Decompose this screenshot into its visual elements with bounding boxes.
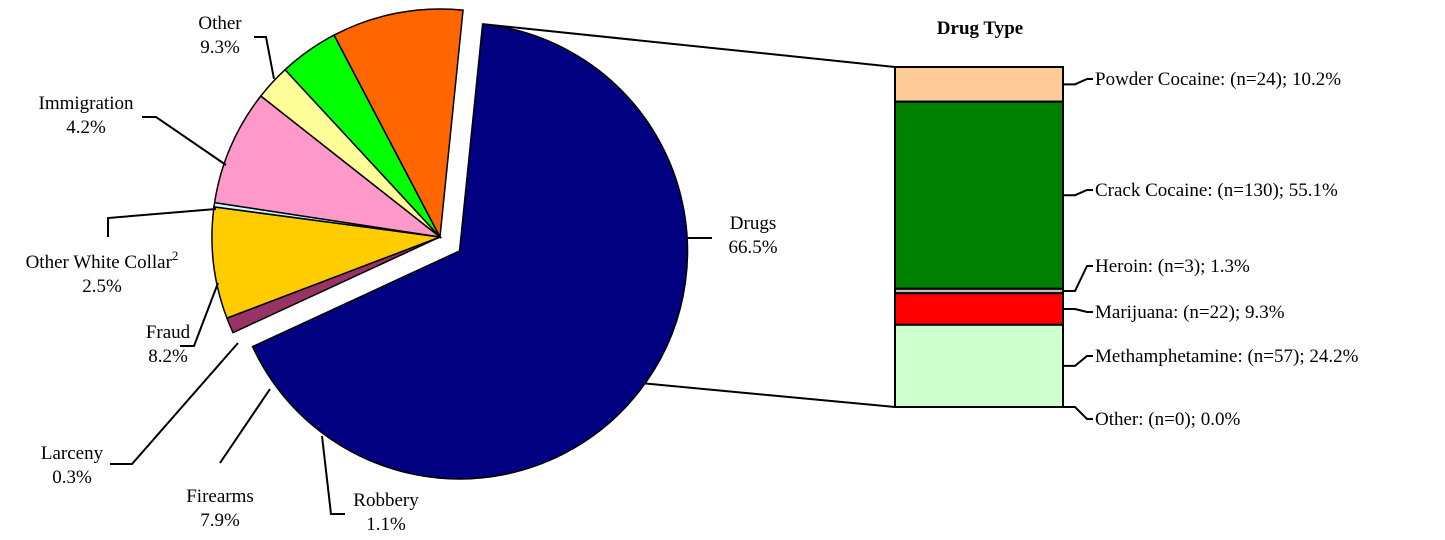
bar-title: Drug Type bbox=[937, 18, 1023, 39]
stacked-bar bbox=[894, 66, 1064, 408]
bar-segment-crack-cocaine bbox=[894, 100, 1064, 290]
bar-leader-crack-cocaine bbox=[1063, 189, 1093, 197]
label-other-white-collar: Other White Collar2 bbox=[26, 248, 179, 273]
label-drugs: Drugs bbox=[730, 213, 776, 234]
bar-label-heroin: Heroin: (n=3); 1.3% bbox=[1095, 256, 1250, 277]
leader-firearms bbox=[219, 388, 271, 464]
leader-larceny bbox=[110, 342, 239, 465]
connector-top bbox=[482, 23, 896, 68]
leader-other bbox=[254, 36, 275, 80]
pie-leader-lines bbox=[107, 36, 712, 515]
bar-segment-methamphetamine bbox=[894, 323, 1064, 408]
leader-other-white-collar bbox=[107, 208, 217, 237]
bar-label-other: Other: (n=0); 0.0% bbox=[1095, 409, 1240, 430]
bar-label-methamphetamine: Methamphetamine: (n=57); 24.2% bbox=[1095, 346, 1359, 367]
bar-leader-lines bbox=[1063, 78, 1093, 420]
label-other-white-collar-superscript: 2 bbox=[172, 248, 179, 263]
percent-other: 9.3% bbox=[200, 37, 240, 58]
pie-chart bbox=[211, 8, 689, 480]
bar-leader-other bbox=[1063, 406, 1093, 420]
percent-other-white-collar: 2.5% bbox=[82, 276, 122, 297]
bar-labels: Powder Cocaine: (n=24); 10.2% Crack Cocai… bbox=[1095, 69, 1359, 430]
bar-segment-powder-cocaine bbox=[894, 66, 1064, 103]
leader-immigration bbox=[142, 116, 227, 166]
percent-firearms: 7.9% bbox=[200, 510, 240, 531]
bar-segment-marijuana bbox=[894, 292, 1064, 326]
label-fraud: Fraud bbox=[146, 322, 191, 343]
bar-leader-powder-cocaine bbox=[1063, 78, 1093, 86]
pie-labels: Drugs 66.5% Robbery 1.1% Firearms 7.9% Larceny… bbox=[26, 13, 778, 535]
percent-drugs: 66.5% bbox=[728, 237, 777, 258]
bar-leader-marijuana bbox=[1063, 308, 1093, 313]
percent-fraud: 8.2% bbox=[148, 346, 188, 367]
pie-slice-fraud bbox=[213, 94, 443, 239]
pie-slice-drugs bbox=[251, 23, 689, 480]
percent-robbery: 1.1% bbox=[366, 514, 406, 535]
bar-label-powder-cocaine: Powder Cocaine: (n=24); 10.2% bbox=[1095, 69, 1341, 90]
label-firearms: Firearms bbox=[186, 486, 254, 507]
label-immigration: Immigration bbox=[39, 93, 134, 114]
leader-fraud bbox=[180, 282, 219, 347]
bar-leader-heroin bbox=[1063, 265, 1093, 293]
leader-robbery bbox=[321, 435, 345, 515]
pie-slice-other bbox=[333, 8, 464, 240]
label-robbery: Robbery bbox=[353, 490, 419, 511]
percent-larceny: 0.3% bbox=[52, 467, 92, 488]
bar-label-marijuana: Marijuana: (n=22); 9.3% bbox=[1095, 302, 1285, 323]
percent-immigration: 4.2% bbox=[66, 117, 106, 138]
label-other: Other bbox=[198, 13, 242, 34]
bar-leader-methamphetamine bbox=[1063, 355, 1093, 367]
label-larceny: Larceny bbox=[41, 443, 104, 464]
bar-label-crack-cocaine: Crack Cocaine: (n=130); 55.1% bbox=[1095, 180, 1338, 201]
